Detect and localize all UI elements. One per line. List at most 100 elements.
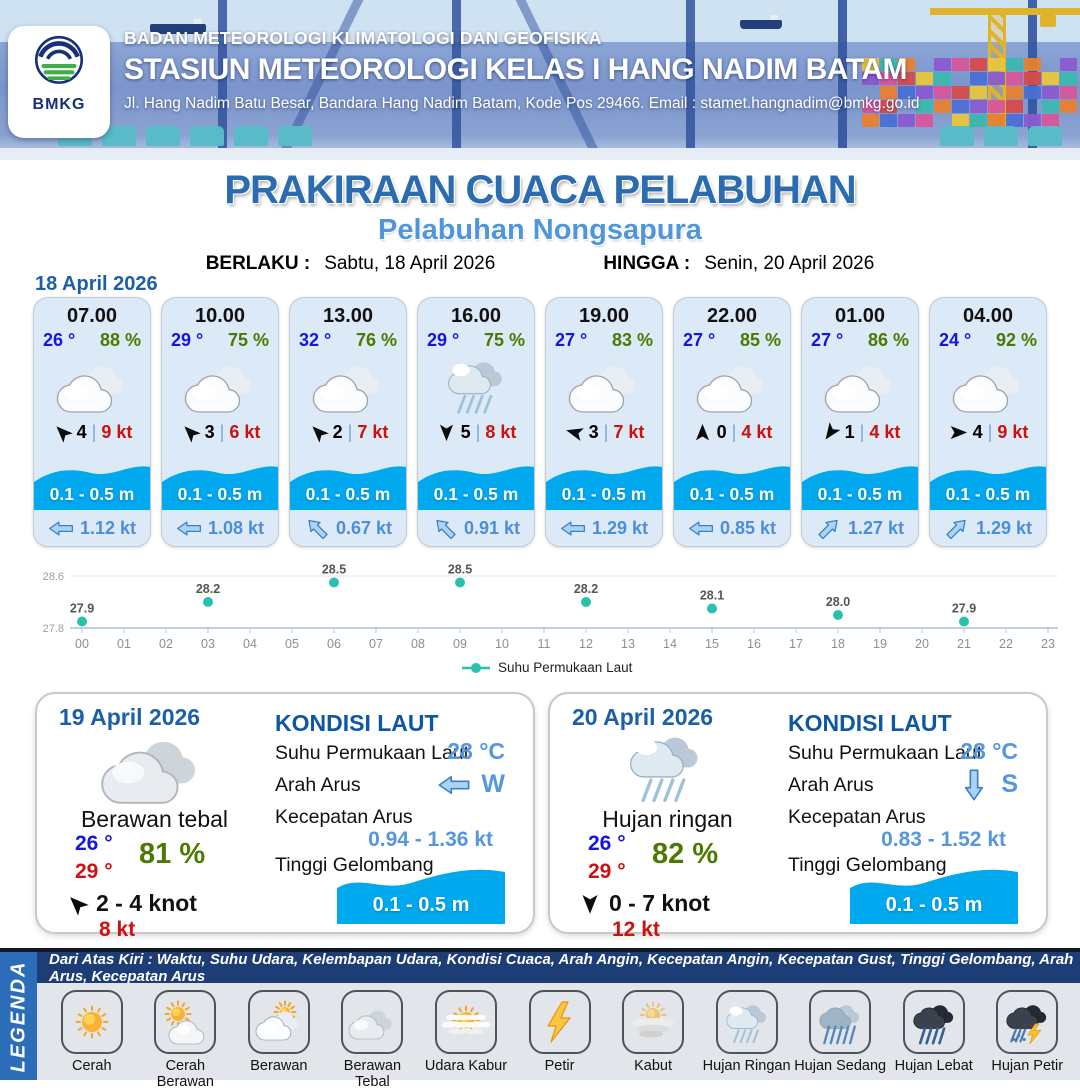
svg-text:27.8: 27.8 (43, 623, 64, 635)
current-speed: 1.08 kt (207, 517, 265, 538)
air-temperature: 27 ° (811, 330, 844, 350)
current-direction-label: Arah Arus (788, 774, 874, 796)
valid-to-value: Senin, 20 April 2026 (704, 253, 875, 274)
daily-date: 19 April 2026 (59, 704, 201, 730)
temp-humidity-row: 24 ° 92 % (930, 328, 1046, 351)
current-direction-value: W (437, 770, 505, 799)
wind-direction-arrow-icon (436, 422, 457, 443)
legenda-label: LEGENDA (7, 960, 30, 1072)
legend-label: Kabut (634, 1058, 672, 1074)
divider: | (731, 421, 737, 442)
current-speed-value: 0.83 - 1.52 kt (881, 828, 1006, 851)
temp-humidity-row: 27 ° 86 % (802, 328, 918, 351)
daily-temp-max: 29 ° (75, 860, 113, 883)
current-direction-arrow-icon (432, 519, 458, 539)
wave-height: 0.1 - 0.5 m (49, 484, 135, 504)
sea-surface-temperature-chart: 00 01 02 03 04 05 06 07 08 09 10 11 12 13 14 15 16 17 18 19… (0, 552, 1080, 686)
svg-text:28.5: 28.5 (322, 563, 346, 577)
svg-text:00: 00 (75, 637, 89, 651)
port-name-subtitle: Pelabuhan Nongsapura (378, 214, 702, 246)
temp-humidity-row: 26 ° 88 % (34, 328, 150, 351)
daily-forecast-card-19-april: 19 April 2026 Berawan tebal 26 ° 29 ° 81… (35, 692, 535, 941)
daily-wind-gust: 8 kt (99, 918, 136, 941)
humidity: 76 % (355, 330, 397, 350)
daily-humidity: 81 % (139, 838, 206, 870)
daily-wind-range: 2 - 4 knot (96, 890, 197, 916)
svg-text:27.9: 27.9 (70, 602, 94, 616)
legend-top-divider (0, 948, 1080, 952)
legend-items-row: Cerah Cerah Berawan Berawan Berawan Teba… (37, 983, 1080, 1090)
wind-direction-arrow-icon (948, 422, 969, 443)
wind-speed: 4 (972, 421, 983, 442)
wind-speed: 4 (76, 421, 87, 442)
wind-gust: 9 kt (997, 421, 1029, 442)
daily-temp-min: 26 ° (75, 832, 113, 855)
current-direction-arrow-icon (437, 774, 471, 796)
weather-icon-berawan (162, 353, 278, 417)
air-temperature: 24 ° (939, 330, 972, 350)
air-temperature: 32 ° (299, 330, 332, 350)
forecast-time: 22.00 (706, 305, 758, 327)
cerah-berawan-icon (154, 990, 217, 1054)
legend-item: Cerah Berawan (139, 990, 233, 1090)
svg-text:28.5: 28.5 (448, 563, 472, 577)
forecast-time: 13.00 (322, 305, 374, 327)
wave-height: 0.1 - 0.5 m (305, 484, 391, 504)
legend-item: Hujan Lebat (887, 990, 981, 1080)
hujan-ringan-icon (715, 990, 778, 1054)
humidity: 92 % (995, 330, 1037, 350)
daily-temp-max: 29 ° (588, 860, 626, 883)
svg-text:28.1: 28.1 (700, 589, 724, 603)
temp-humidity-row: 32 ° 76 % (290, 328, 406, 351)
divider: | (603, 421, 609, 442)
wave-height-band: 0.1 - 0.5 m (34, 458, 150, 510)
current-speed-label: Kecepatan Arus (275, 806, 413, 828)
sea-conditions-heading: KONDISI LAUT (788, 710, 952, 736)
svg-text:02: 02 (159, 637, 173, 651)
page-title: PRAKIRAAN CUACA PELABUHAN (224, 168, 856, 212)
hourly-forecast-card-04.00: 04.00 24 ° 92 % 4 | 9 kt 0.1 - 0.5 m 1.2… (929, 297, 1047, 547)
svg-text:21: 21 (957, 637, 971, 651)
wind-row: 4 | 9 kt (930, 417, 1046, 447)
svg-text:06: 06 (327, 637, 341, 651)
svg-text:12: 12 (579, 637, 593, 651)
humidity: 75 % (227, 330, 269, 350)
wind-speed: 1 (844, 421, 855, 442)
current-row: 1.29 kt (930, 510, 1046, 546)
wave-height-band: 0.1 - 0.5 m (290, 458, 406, 510)
weather-icon-berawan (546, 353, 662, 417)
wind-row: 2 | 7 kt (290, 417, 406, 447)
legend-label: Petir (544, 1058, 575, 1074)
valid-from-value: Sabtu, 18 April 2026 (324, 253, 496, 274)
legend-note: Dari Atas Kiri : Waktu, Suhu Udara, Kele… (37, 951, 1080, 985)
wave-height: 0.1 - 0.5 m (945, 484, 1031, 504)
svg-text:27.9: 27.9 (952, 602, 976, 616)
daily-wind-range: 0 - 7 knot (609, 890, 710, 916)
current-speed: 1.12 kt (79, 517, 137, 538)
wind-speed: 0 (716, 421, 727, 442)
weather-icon-berawan (290, 353, 406, 417)
daily-wind-row: 2 - 4 knot (65, 890, 197, 917)
svg-text:22: 22 (999, 637, 1013, 651)
current-direction-arrow-icon (48, 520, 74, 537)
daily-condition: Berawan tebal (80, 806, 229, 832)
daily-humidity: 82 % (652, 838, 719, 870)
current-direction-arrow-icon (957, 769, 991, 800)
current-speed: 0.85 kt (719, 517, 777, 538)
current-row: 1.12 kt (34, 510, 150, 546)
divider: | (219, 421, 225, 442)
daily-temp-min: 26 ° (588, 832, 626, 855)
bmkg-logo-label: BMKG (32, 96, 86, 113)
wind-row: 5 | 8 kt (418, 417, 534, 447)
wave-height-value: 0.1 - 0.5 m (885, 894, 983, 916)
weather-icon-berawan (674, 353, 790, 417)
bmkg-logo-icon (34, 35, 84, 84)
air-temperature: 26 ° (43, 330, 76, 350)
weather-icon-hujan-ringan (418, 353, 534, 417)
divider: | (91, 421, 97, 442)
wind-row: 3 | 7 kt (546, 417, 662, 447)
svg-text:28.2: 28.2 (574, 582, 598, 596)
wind-direction-arrow-icon (65, 892, 89, 916)
current-row: 0.85 kt (674, 510, 790, 546)
wave-height: 0.1 - 0.5 m (177, 484, 263, 504)
